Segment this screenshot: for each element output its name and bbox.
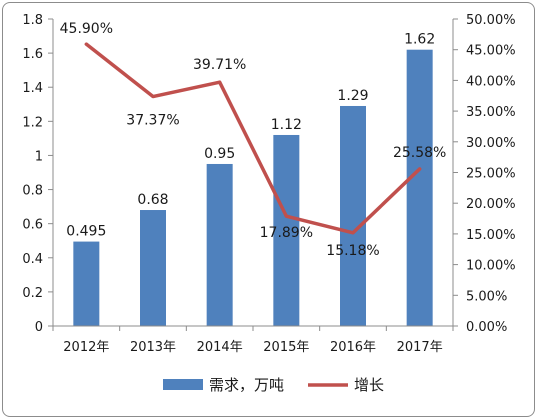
y-right-tick-label: 15.00% <box>466 228 516 243</box>
y-left-tick-label: 0.4 <box>22 252 43 267</box>
growth-point-2015年 <box>284 214 288 218</box>
bar-data-label: 1.62 <box>404 32 435 48</box>
y-left-tick-label: 0.2 <box>22 286 43 301</box>
bar-2014年 <box>206 163 233 326</box>
y-left-tick-label: 0.6 <box>22 218 43 233</box>
y-right-tick-label: 50.00% <box>466 13 516 28</box>
y-right-tick-label: 25.00% <box>466 167 516 182</box>
bar-2015年 <box>273 134 300 326</box>
y-left-tick-label: 1.8 <box>22 13 43 28</box>
y-right-tick-label: 30.00% <box>466 136 516 151</box>
x-tick-label: 2015年 <box>263 340 309 355</box>
x-tick-label: 2013年 <box>130 340 176 355</box>
legend-swatch-bar <box>163 379 203 390</box>
growth-line <box>84 42 422 235</box>
bar-data-label: 0.95 <box>204 146 235 162</box>
x-tick-label: 2016年 <box>330 340 376 355</box>
y-right-tick-label: 0.00% <box>466 320 507 335</box>
growth-point-2012年 <box>84 42 88 46</box>
bar-2016年 <box>340 105 366 326</box>
x-tick-label: 2017年 <box>397 340 443 355</box>
growth-point-2017年 <box>418 167 422 171</box>
growth-point-2013年 <box>151 95 155 99</box>
bar-data-label: 1.12 <box>271 117 302 133</box>
line-data-label: 45.90% <box>60 21 113 37</box>
bar-2012年 <box>73 241 100 326</box>
y-right-tick-label: 40.00% <box>466 74 516 89</box>
combo-chart: 0 0.2 0.4 0.6 0.8 1 1.2 1.4 1.6 1.8 0.00% 5.00% 10.0… <box>22 13 516 394</box>
y-right-tick-label: 10.00% <box>466 259 516 274</box>
y-right-tick-label: 5.00% <box>466 289 507 304</box>
y-left-tick-label: 0.8 <box>22 184 43 199</box>
line-data-label: 17.89% <box>260 225 313 241</box>
growth-point-2014年 <box>218 80 222 84</box>
y-left-tick-label: 0 <box>35 320 43 335</box>
legend-label-bar: 需求，万吨 <box>209 376 284 394</box>
y-right-tick-label: 20.00% <box>466 197 516 212</box>
bar-data-label: 0.68 <box>137 192 168 208</box>
bar-2013年 <box>140 210 166 326</box>
bar-data-label: 1.29 <box>337 88 368 104</box>
line-data-label: 25.58% <box>393 145 446 161</box>
y-left-tick-label: 1.2 <box>22 115 43 130</box>
y-right-tick-label: 35.00% <box>466 105 516 120</box>
y-left-tick-label: 1.4 <box>22 81 43 96</box>
bar-data-label: 0.495 <box>66 224 106 240</box>
y-left-tick-label: 1.6 <box>22 47 43 62</box>
legend-label-line: 增长 <box>354 376 384 394</box>
line-data-label: 15.18% <box>326 243 379 259</box>
x-tick-label: 2014年 <box>197 340 243 355</box>
line-data-label: 39.71% <box>193 57 246 73</box>
y-right-tick-label: 45.00% <box>466 44 516 59</box>
y-left-tick-label: 1 <box>35 149 43 164</box>
growth-point-2016年 <box>351 231 355 235</box>
x-tick-label: 2012年 <box>63 340 109 355</box>
bar-2017年 <box>406 49 433 326</box>
line-data-label: 37.37% <box>126 113 179 129</box>
